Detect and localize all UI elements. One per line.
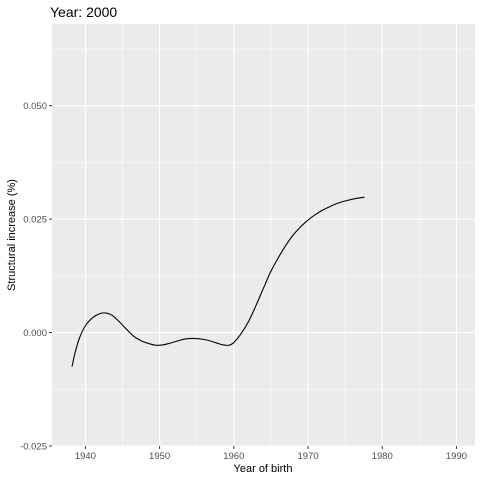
x-tick-label: 1940 <box>75 451 96 462</box>
series-line <box>71 196 365 367</box>
y-tick-label: -0.025 <box>20 442 47 453</box>
y-tick-label: 0.000 <box>23 328 47 339</box>
x-tick-label: 1970 <box>297 451 318 462</box>
plot-panel <box>52 24 475 446</box>
grid <box>52 24 475 447</box>
chart-title: Year: 2000 <box>50 4 117 20</box>
series-group <box>71 196 365 367</box>
x-tick-label: 1960 <box>223 451 244 462</box>
y-tick-label: 0.050 <box>23 101 47 112</box>
y-tick-label: 0.025 <box>23 215 47 226</box>
x-tick-label: 1990 <box>446 451 467 462</box>
x-tick-label: 1950 <box>149 451 170 462</box>
axis-ticks: 1940 1950 1960 1970 1980 1990 -0.025 0.000 0.025… <box>20 101 467 462</box>
x-axis-title: Year of birth <box>234 463 293 475</box>
x-tick-label: 1980 <box>372 451 393 462</box>
y-axis-title: Structural increase (%) <box>6 179 18 291</box>
